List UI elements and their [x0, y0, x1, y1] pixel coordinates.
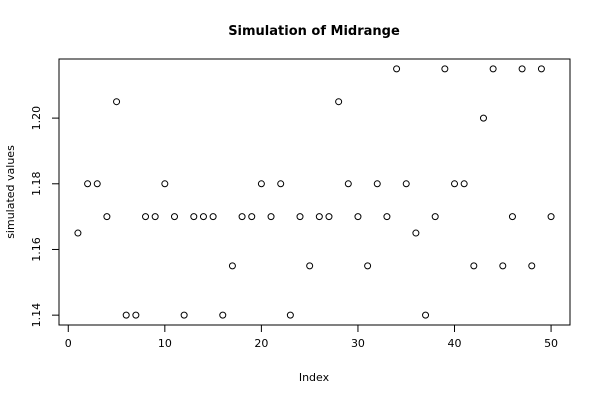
point: [277, 180, 285, 188]
x-tick-label: 30: [351, 337, 365, 350]
y-tick-label: 1.18: [30, 172, 43, 197]
point: [93, 180, 101, 188]
point: [441, 65, 449, 73]
point: [412, 229, 420, 237]
point: [422, 311, 430, 319]
point: [451, 180, 459, 188]
point: [209, 213, 217, 221]
point: [325, 213, 333, 221]
x-tick-label: 40: [448, 337, 462, 350]
point: [122, 311, 130, 319]
point: [306, 262, 314, 270]
point: [489, 65, 497, 73]
point: [344, 180, 352, 188]
point: [537, 65, 545, 73]
point: [142, 213, 150, 221]
point: [113, 98, 121, 106]
point: [180, 311, 188, 319]
point: [470, 262, 478, 270]
point: [161, 180, 169, 188]
point: [479, 114, 487, 122]
point: [315, 213, 323, 221]
x-tick-label: 20: [254, 337, 268, 350]
chart-title: Simulation of Midrange: [228, 24, 400, 39]
point: [364, 262, 372, 270]
point: [248, 213, 256, 221]
y-axis-label: simulated values: [4, 145, 17, 239]
point: [286, 311, 294, 319]
x-tick-label: 0: [65, 337, 72, 350]
point: [257, 180, 265, 188]
point: [74, 229, 82, 237]
point: [431, 213, 439, 221]
point: [373, 180, 381, 188]
point: [238, 213, 246, 221]
point: [296, 213, 304, 221]
point: [84, 180, 92, 188]
x-tick-label: 50: [544, 337, 558, 350]
point: [383, 213, 391, 221]
point: [518, 65, 526, 73]
point: [335, 98, 343, 106]
point: [547, 213, 555, 221]
point: [528, 262, 536, 270]
y-tick-label: 1.16: [30, 237, 43, 261]
point: [508, 213, 516, 221]
point: [402, 180, 410, 188]
y-tick-label: 1.14: [30, 303, 43, 328]
point: [219, 311, 227, 319]
x-tick-label: 10: [158, 337, 172, 350]
y-tick-label: 1.20: [30, 106, 43, 131]
point: [103, 213, 111, 221]
point: [228, 262, 236, 270]
point: [393, 65, 401, 73]
point: [132, 311, 140, 319]
point: [460, 180, 468, 188]
point: [354, 213, 362, 221]
point: [170, 213, 178, 221]
point: [499, 262, 507, 270]
point: [190, 213, 198, 221]
point: [199, 213, 207, 221]
x-axis-label: Index: [299, 371, 330, 384]
point: [267, 213, 275, 221]
point: [151, 213, 159, 221]
